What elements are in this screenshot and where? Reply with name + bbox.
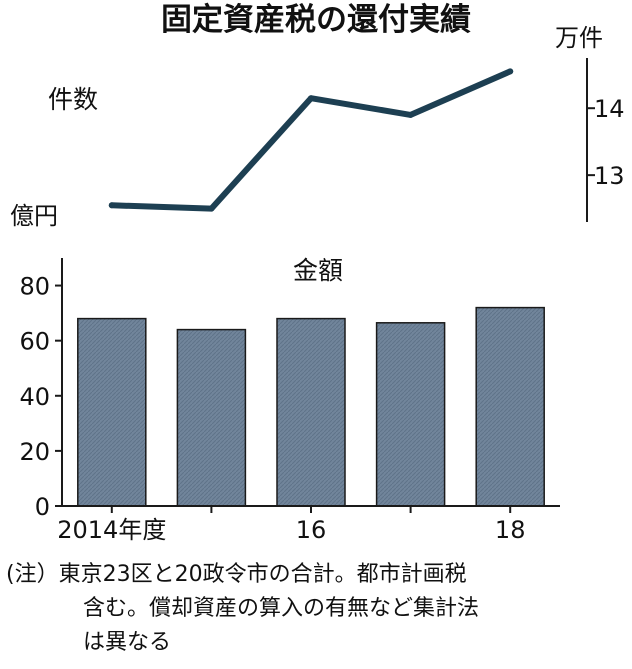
line-point-3 xyxy=(407,111,414,118)
bar-series-label: 金額 xyxy=(293,256,343,285)
bar-x-tick-label-2: 16 xyxy=(296,516,327,544)
line-series-path xyxy=(108,68,514,212)
line-series-label: 件数 xyxy=(48,85,98,114)
chart-title: 固定資産税の還付実績 xyxy=(161,2,471,38)
footnote-line-2: 含む。償却資産の算入の有無など集計法 xyxy=(83,596,480,621)
bar-y-tick-label-3: 60 xyxy=(19,328,50,356)
footnote-line-1: (注）東京23区と20政令市の合計。都市計画税 xyxy=(6,562,467,587)
bar-4 xyxy=(475,306,545,507)
line-point-0 xyxy=(108,202,115,209)
bar-x-tick-label-0: 2014年度 xyxy=(57,516,166,544)
line-y-tick-label-1: 14 xyxy=(594,95,625,123)
line-point-2 xyxy=(308,95,314,102)
bar-2 xyxy=(276,317,346,507)
footnote: (注）東京23区と20政令市の合計。都市計画税 含む。償却資産の算入の有無など集… xyxy=(6,558,626,660)
bar-0 xyxy=(77,317,147,507)
bar-chart: 億円 金額 0 20 40 60 80 2014年度 16 18 xyxy=(10,202,560,544)
line-chart: 件数 万件 13 14 xyxy=(48,24,625,222)
line-y-tick-label-0: 13 xyxy=(594,162,625,190)
bar-3 xyxy=(375,322,446,507)
line-point-1 xyxy=(208,205,215,212)
bar-y-tick-label-1: 20 xyxy=(19,438,50,466)
bar-x-tick-label-4: 18 xyxy=(495,516,526,544)
footnote-line-3: は異なる xyxy=(83,630,172,655)
line-unit-label: 万件 xyxy=(555,24,603,52)
bar-y-tick-label-2: 40 xyxy=(19,383,50,411)
bar-y-tick-label-4: 80 xyxy=(19,273,50,301)
bar-y-tick-label-0: 0 xyxy=(35,493,50,521)
bar-unit-label: 億円 xyxy=(10,202,58,230)
line-point-4 xyxy=(507,68,514,75)
bar-1 xyxy=(176,328,247,507)
